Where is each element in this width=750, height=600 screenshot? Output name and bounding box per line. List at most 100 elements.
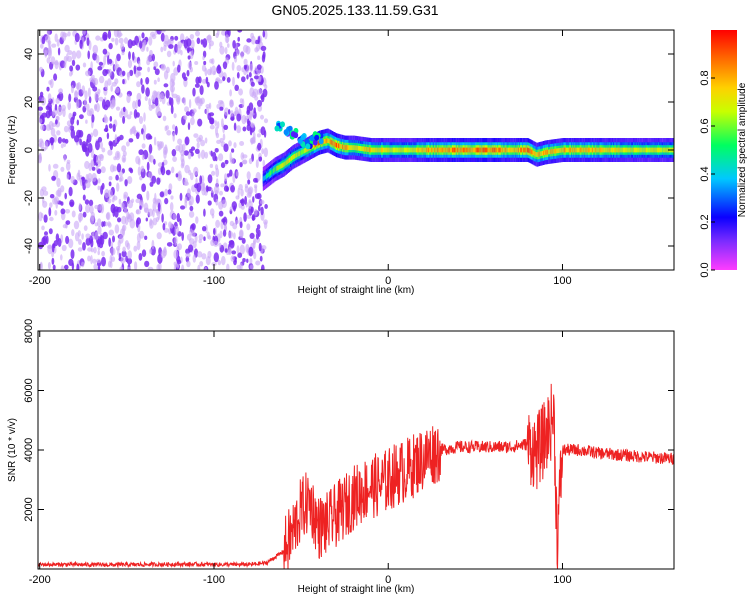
heatmap-noise-cell bbox=[75, 99, 80, 109]
heatmap-signal-cell bbox=[583, 147, 585, 153]
heatmap-noise-cell bbox=[63, 32, 68, 38]
heatmap-signal-cell bbox=[507, 147, 509, 153]
heatmap-noise-cell bbox=[229, 99, 234, 108]
heatmap-noise-cell bbox=[218, 153, 224, 162]
heatmap-signal-cell bbox=[365, 146, 367, 152]
colorbar-tick-label: 0.0 bbox=[699, 262, 711, 277]
heatmap-signal-cell bbox=[652, 147, 654, 153]
heatmap-signal-cell bbox=[426, 147, 429, 153]
heatmap-noise-cell bbox=[70, 249, 75, 260]
heatmap-signal-cell bbox=[305, 147, 307, 153]
heatmap-signal-cell bbox=[576, 147, 578, 153]
heatmap-noise-cell bbox=[71, 59, 76, 67]
heatmap-signal-cell bbox=[544, 150, 546, 156]
heatmap-noise-cell bbox=[173, 249, 179, 259]
heatmap-noise-cell bbox=[78, 239, 82, 245]
heatmap-noise-cell bbox=[64, 44, 70, 53]
heatmap-signal-cell bbox=[324, 138, 326, 144]
heatmap-noise-cell bbox=[83, 225, 88, 232]
heatmap-noise-cell bbox=[45, 124, 52, 131]
heatmap-noise-cell bbox=[156, 264, 160, 270]
heatmap-noise-cell bbox=[195, 177, 198, 185]
heatmap-signal-cell bbox=[543, 150, 545, 156]
heatmap-noise-cell bbox=[157, 77, 160, 82]
heatmap-noise-cell bbox=[188, 210, 195, 218]
heatmap-signal-cell bbox=[451, 147, 453, 153]
heatmap-signal-cell bbox=[614, 147, 616, 153]
heatmap-noise-cell bbox=[177, 243, 183, 251]
heatmap-noise-cell bbox=[246, 123, 251, 132]
heatmap-noise-cell bbox=[136, 66, 143, 71]
heatmap-noise-cell bbox=[240, 188, 244, 197]
heatmap-signal-cell bbox=[300, 150, 302, 156]
heatmap-noise-cell bbox=[104, 188, 110, 199]
heatmap-signal-cell bbox=[280, 163, 282, 169]
heatmap-noise-cell bbox=[237, 30, 243, 33]
heatmap-signal-cell bbox=[605, 147, 607, 153]
heatmap-noise-cell bbox=[60, 166, 65, 172]
heatmap-noise-cell bbox=[119, 266, 124, 270]
heatmap-noise-cell bbox=[53, 196, 60, 205]
heatmap-noise-cell bbox=[91, 77, 96, 83]
heatmap-signal-cell bbox=[370, 147, 372, 153]
heatmap-signal-cell bbox=[371, 147, 373, 153]
heatmap-noise-cell bbox=[160, 250, 166, 259]
heatmap-noise-cell bbox=[133, 65, 137, 75]
heatmap-signal-cell bbox=[564, 147, 567, 153]
heatmap-noise-cell bbox=[216, 103, 221, 110]
heatmap-signal-cell bbox=[420, 147, 422, 153]
heatmap-noise-cell bbox=[155, 216, 159, 222]
heatmap-noise-cell bbox=[137, 166, 141, 176]
heatmap-signal-cell bbox=[364, 146, 366, 152]
heatmap-signal-cell bbox=[482, 147, 484, 153]
heatmap-noise-cell bbox=[180, 205, 186, 210]
heatmap-signal-cell bbox=[502, 147, 504, 153]
heatmap-noise-cell bbox=[228, 231, 234, 239]
heatmap-noise-cell bbox=[139, 205, 142, 210]
heatmap-signal-cell bbox=[521, 147, 523, 153]
heatmap-noise-cell bbox=[239, 162, 243, 168]
heatmap-noise-cell bbox=[181, 264, 185, 270]
heatmap-noise-cell bbox=[160, 166, 164, 173]
heatmap-noise-cell bbox=[198, 234, 204, 241]
heatmap-signal-cell bbox=[373, 147, 375, 153]
heatmap-noise-cell bbox=[85, 180, 91, 189]
heatmap-signal-cell bbox=[658, 147, 660, 153]
heatmap-signal-cell bbox=[620, 147, 622, 153]
heatmap-noise-cell bbox=[79, 138, 82, 146]
heatmap-signal-cell bbox=[550, 149, 552, 155]
colorbar-tick-label: 0.2 bbox=[699, 214, 711, 229]
heatmap-signal-cell bbox=[616, 147, 618, 153]
heatmap-noise-cell bbox=[56, 39, 60, 47]
heatmap-noise-cell bbox=[207, 174, 213, 184]
heatmap-noise-cell bbox=[57, 136, 63, 144]
heatmap-signal-cell bbox=[432, 147, 434, 153]
heatmap-signal-cell bbox=[313, 143, 315, 149]
heatmap-noise-cell bbox=[217, 260, 222, 266]
heatmap-noise-cell bbox=[246, 171, 251, 180]
heatmap-signal-cell bbox=[650, 147, 652, 153]
heatmap-noise-cell bbox=[204, 266, 208, 270]
heatmap-noise-cell bbox=[47, 102, 52, 111]
heatmap-noise-cell bbox=[257, 142, 262, 151]
heatmap-noise-cell bbox=[233, 122, 237, 131]
heatmap-signal-cell bbox=[466, 147, 468, 153]
heatmap-signal-cell bbox=[421, 147, 423, 153]
heatmap-signal-cell bbox=[486, 147, 488, 153]
heatmap-signal-cell bbox=[618, 147, 620, 153]
heatmap-noise-cell bbox=[102, 221, 106, 227]
heatmap-noise-cell bbox=[127, 176, 133, 184]
heatmap-signal-cell bbox=[499, 147, 501, 153]
heatmap-signal-cell bbox=[568, 147, 570, 153]
heatmap-signal-cell bbox=[343, 144, 345, 150]
snr-xlabel: Height of straight line (km) bbox=[298, 584, 415, 595]
heatmap-signal-cell bbox=[444, 147, 446, 153]
heatmap-noise-cell bbox=[174, 236, 178, 246]
heatmap-noise-cell bbox=[78, 202, 82, 211]
heatmap-noise-cell bbox=[126, 257, 133, 265]
heatmap-noise-cell bbox=[121, 154, 127, 163]
heatmap-noise-cell bbox=[192, 254, 196, 263]
heatmap-noise-cell bbox=[207, 200, 212, 206]
heatmap-signal-cell bbox=[330, 139, 332, 145]
snr-panel: -200 -100 0 100 2000 4000 6000 8000 Height of s… bbox=[7, 319, 675, 595]
